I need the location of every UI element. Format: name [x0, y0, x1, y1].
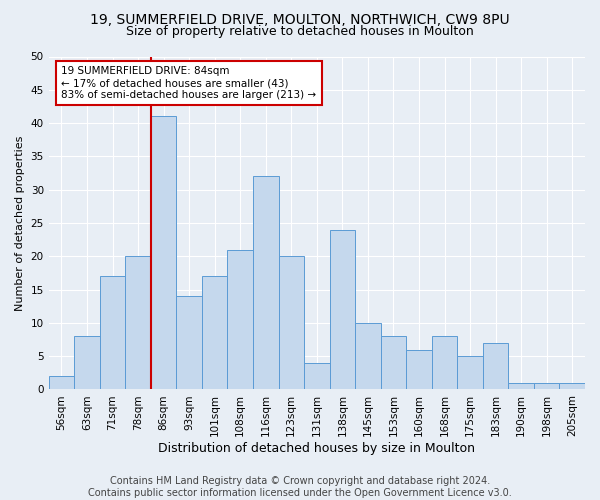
- Bar: [559, 383, 585, 390]
- Bar: [432, 336, 457, 390]
- Text: Size of property relative to detached houses in Moulton: Size of property relative to detached ho…: [126, 25, 474, 38]
- Bar: [151, 116, 176, 390]
- Bar: [355, 323, 380, 390]
- Text: Contains HM Land Registry data © Crown copyright and database right 2024.
Contai: Contains HM Land Registry data © Crown c…: [88, 476, 512, 498]
- Bar: [406, 350, 432, 390]
- X-axis label: Distribution of detached houses by size in Moulton: Distribution of detached houses by size …: [158, 442, 475, 455]
- Bar: [227, 250, 253, 390]
- Bar: [49, 376, 74, 390]
- Bar: [100, 276, 125, 390]
- Bar: [534, 383, 559, 390]
- Bar: [202, 276, 227, 390]
- Bar: [253, 176, 278, 390]
- Bar: [278, 256, 304, 390]
- Bar: [125, 256, 151, 390]
- Bar: [329, 230, 355, 390]
- Bar: [74, 336, 100, 390]
- Bar: [508, 383, 534, 390]
- Bar: [380, 336, 406, 390]
- Text: 19 SUMMERFIELD DRIVE: 84sqm
← 17% of detached houses are smaller (43)
83% of sem: 19 SUMMERFIELD DRIVE: 84sqm ← 17% of det…: [61, 66, 317, 100]
- Bar: [304, 363, 329, 390]
- Bar: [457, 356, 483, 390]
- Y-axis label: Number of detached properties: Number of detached properties: [15, 136, 25, 310]
- Bar: [483, 343, 508, 390]
- Text: 19, SUMMERFIELD DRIVE, MOULTON, NORTHWICH, CW9 8PU: 19, SUMMERFIELD DRIVE, MOULTON, NORTHWIC…: [90, 12, 510, 26]
- Bar: [176, 296, 202, 390]
